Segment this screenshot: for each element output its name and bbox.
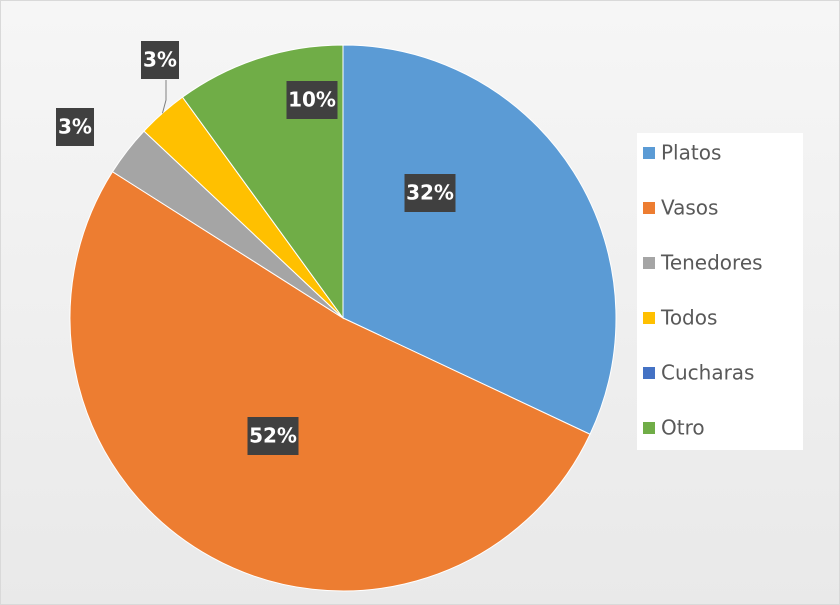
pie-slice (69, 171, 591, 592)
legend-label: Cucharas (661, 361, 754, 385)
legend-swatch (643, 312, 655, 324)
legend-swatch (643, 257, 655, 269)
legend-swatch (643, 202, 655, 214)
data-label-box (56, 108, 94, 146)
legend-label: Vasos (661, 196, 718, 220)
legend-swatch (643, 147, 655, 159)
legend-label: Platos (661, 141, 721, 165)
legend-label: Todos (660, 306, 717, 330)
data-label: 32% (406, 181, 454, 205)
data-label-box (141, 41, 179, 79)
data-label: 3% (58, 115, 92, 139)
pie-slice (342, 44, 617, 435)
data-label-box (404, 174, 456, 212)
legend-label: Tenedores (660, 251, 763, 275)
legend-swatch (643, 367, 655, 379)
legend-label: Otro (661, 416, 705, 440)
data-label: 52% (249, 424, 297, 448)
data-label: 10% (288, 88, 336, 112)
data-label: 3% (143, 48, 177, 72)
legend-swatch (643, 422, 655, 434)
leader-line (161, 80, 167, 114)
legend-box (637, 133, 803, 450)
data-label-box (247, 417, 299, 455)
data-label-box (286, 81, 338, 119)
